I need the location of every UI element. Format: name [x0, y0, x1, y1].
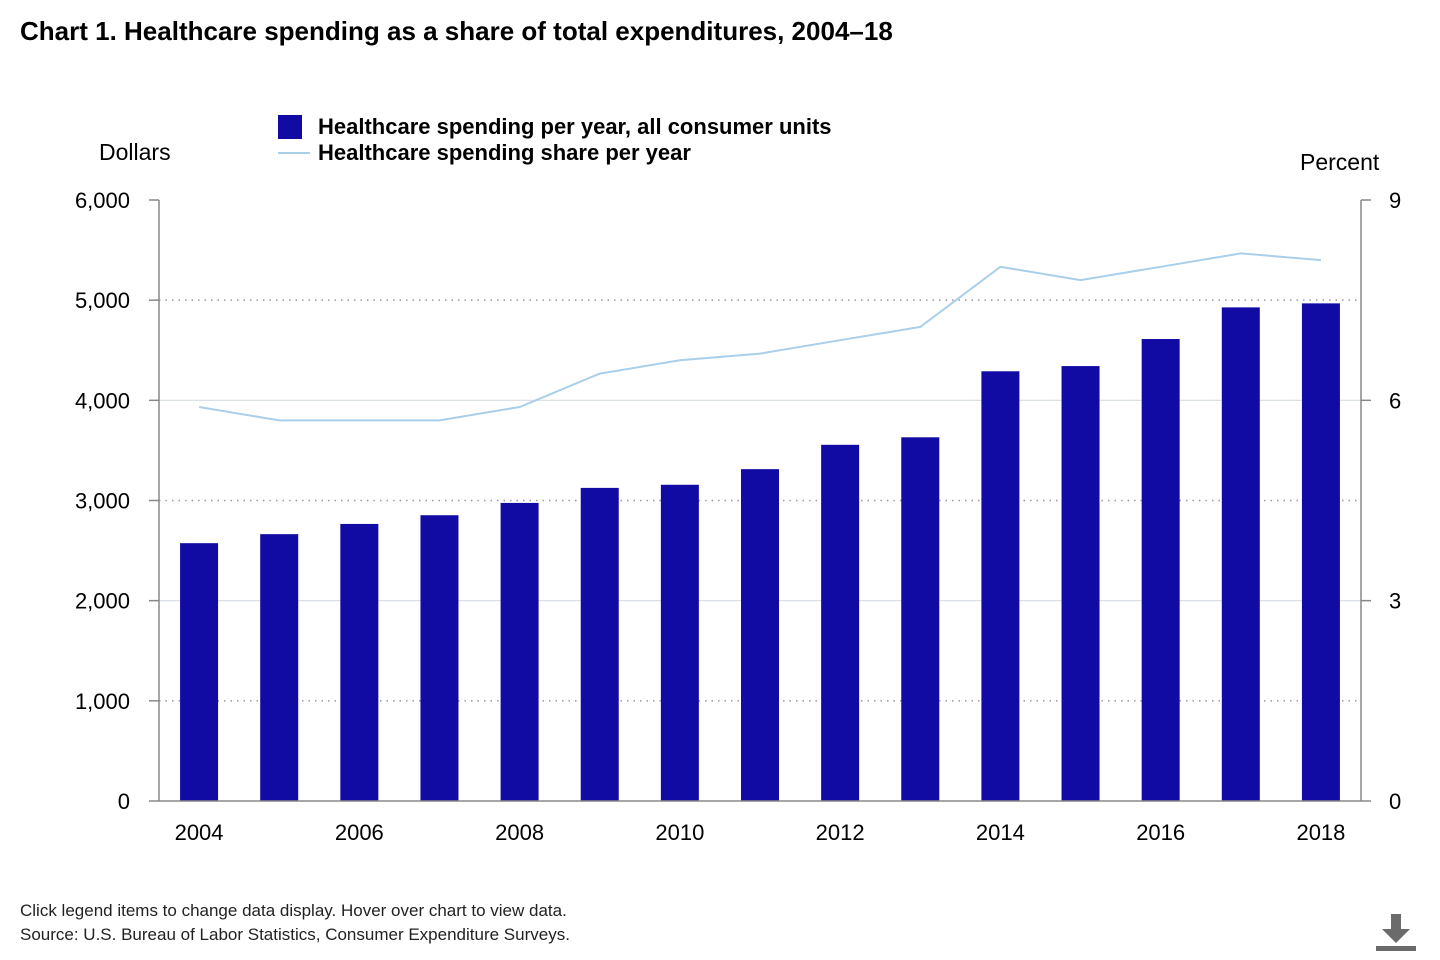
y-tick-label: 4,000: [75, 388, 130, 413]
legend-item-spending[interactable]: Healthcare spending per year, all consum…: [278, 114, 832, 140]
legend-swatch-line: [278, 152, 310, 154]
y2-tick-label: 3: [1389, 589, 1401, 614]
y2-tick-label: 0: [1389, 789, 1401, 814]
bar: [1301, 303, 1340, 801]
x-tick-label: 2016: [1136, 820, 1185, 845]
legend: Healthcare spending per year, all consum…: [278, 114, 832, 166]
footnotes: Click legend items to change data displa…: [20, 899, 570, 947]
bar: [340, 523, 379, 801]
series-line-share: [198, 252, 1321, 422]
chart-plot[interactable]: 0 1,000 2,000 3,000 4,000 5,000 6,000 0 3 6 9 2004 2…: [0, 0, 1440, 870]
bar: [260, 534, 299, 801]
x-tick-label: 2008: [495, 820, 544, 845]
bar: [420, 515, 459, 801]
source-text: Source: U.S. Bureau of Labor Statistics,…: [20, 925, 570, 944]
y-tick-label: 3,000: [75, 489, 130, 514]
bar: [981, 371, 1020, 801]
x-tick-label: 2018: [1296, 820, 1345, 845]
y2-tick-label: 9: [1389, 188, 1401, 213]
x-tick-label: 2014: [976, 820, 1025, 845]
y2-tick-label: 6: [1389, 388, 1401, 413]
bar: [180, 543, 219, 801]
download-icon: [1376, 914, 1416, 951]
y-tick-label: 1,000: [75, 689, 130, 714]
chart-title: Chart 1. Healthcare spending as a share …: [20, 16, 893, 46]
y-tick-label: 0: [118, 789, 130, 814]
bar: [1061, 366, 1100, 801]
y-tick-label: 5,000: [75, 288, 130, 313]
legend-item-share[interactable]: Healthcare spending share per year: [278, 140, 832, 166]
bar: [821, 444, 860, 801]
y-tick-label: 6,000: [75, 188, 130, 213]
x-tick-label: 2010: [655, 820, 704, 845]
bar: [580, 487, 619, 801]
bar: [1141, 339, 1180, 801]
x-tick-label: 2012: [816, 820, 865, 845]
bar: [901, 437, 940, 801]
bar: [1221, 307, 1260, 801]
x-tick-label: 2004: [175, 820, 224, 845]
bar: [741, 469, 779, 801]
bar: [500, 502, 539, 801]
download-button[interactable]: [1374, 912, 1418, 952]
left-axis-title: Dollars: [99, 139, 171, 165]
right-axis-title: Percent: [1300, 149, 1380, 175]
legend-swatch-bar: [278, 115, 302, 139]
x-tick-label: 2006: [335, 820, 384, 845]
legend-label-spending: Healthcare spending per year, all consum…: [318, 114, 832, 139]
y-tick-label: 2,000: [75, 589, 130, 614]
bar: [660, 484, 699, 801]
chart-hint-text: Click legend items to change data displa…: [20, 901, 567, 920]
legend-label-share: Healthcare spending share per year: [318, 140, 691, 165]
